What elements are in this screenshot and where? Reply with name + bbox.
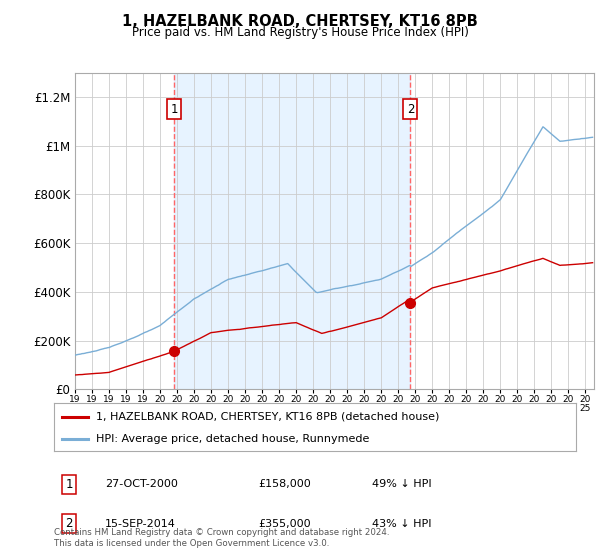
Text: 27-OCT-2000: 27-OCT-2000 [105, 479, 178, 489]
Bar [174, 73, 410, 389]
Text: Price paid vs. HM Land Registry's House Price Index (HPI): Price paid vs. HM Land Registry's House … [131, 26, 469, 39]
Text: 15-SEP-2014: 15-SEP-2014 [105, 519, 176, 529]
Text: 2: 2 [407, 102, 414, 116]
Text: 1, HAZELBANK ROAD, CHERTSEY, KT16 8PB: 1, HAZELBANK ROAD, CHERTSEY, KT16 8PB [122, 14, 478, 29]
Text: 43% ↓ HPI: 43% ↓ HPI [372, 519, 431, 529]
Text: 1, HAZELBANK ROAD, CHERTSEY, KT16 8PB (detached house): 1, HAZELBANK ROAD, CHERTSEY, KT16 8PB (d… [96, 412, 439, 422]
Text: £355,000: £355,000 [258, 519, 311, 529]
Text: HPI: Average price, detached house, Runnymede: HPI: Average price, detached house, Runn… [96, 434, 369, 444]
Text: 1: 1 [65, 478, 73, 491]
Text: £158,000: £158,000 [258, 479, 311, 489]
Text: 1: 1 [170, 102, 178, 116]
Text: 2: 2 [65, 517, 73, 530]
Text: 49% ↓ HPI: 49% ↓ HPI [372, 479, 431, 489]
Text: Contains HM Land Registry data © Crown copyright and database right 2024.
This d: Contains HM Land Registry data © Crown c… [54, 528, 389, 548]
